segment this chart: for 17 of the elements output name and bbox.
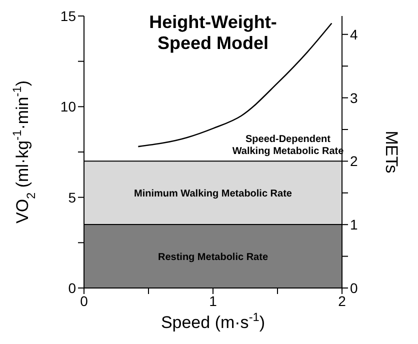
y2-tick-label: 4 bbox=[350, 26, 358, 42]
y2-tick-label: 2 bbox=[350, 153, 358, 170]
y-tick-label: 10 bbox=[60, 98, 76, 115]
x-tick-label: 0 bbox=[80, 292, 88, 309]
y2-tick-label: 1 bbox=[350, 216, 358, 233]
y2-tick-label: 3 bbox=[350, 90, 358, 106]
y2-tick-label: 0 bbox=[350, 280, 358, 296]
band-label: Minimum Walking Metabolic Rate bbox=[134, 188, 292, 200]
x-axis-title: Speed (m·s$^{-1}$) bbox=[160, 310, 266, 332]
y-tick-label: 5 bbox=[68, 189, 76, 206]
x-tick-label: 2 bbox=[338, 292, 346, 309]
band-label: Resting Metabolic Rate bbox=[158, 252, 268, 263]
y-tick-label: 0 bbox=[68, 280, 76, 296]
chart-title: Height-Weight-Speed Model bbox=[148, 12, 278, 54]
x-tick-label: 1 bbox=[209, 292, 218, 309]
y2-axis-title: METs bbox=[382, 130, 401, 174]
y-tick-label: 15 bbox=[60, 8, 76, 24]
